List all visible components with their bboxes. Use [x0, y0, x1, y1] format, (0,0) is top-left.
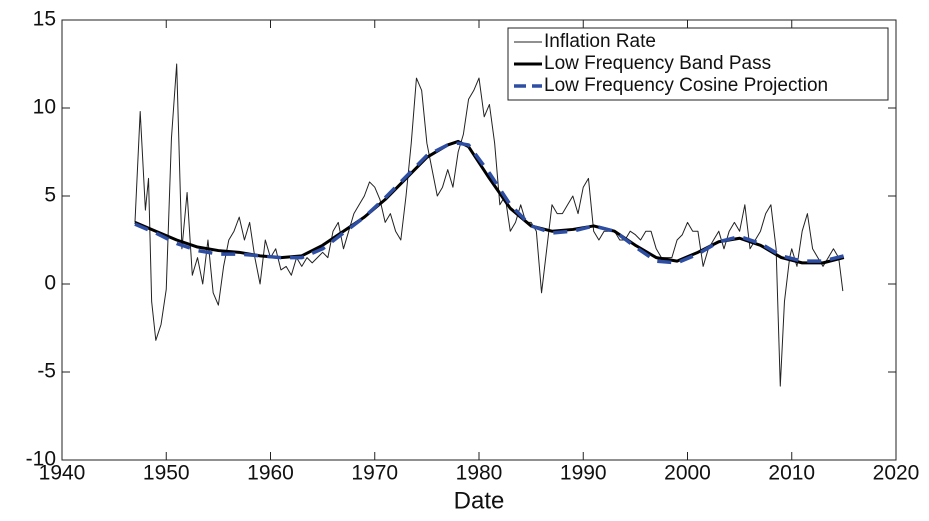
y-tick-label: 15 — [33, 8, 56, 31]
legend-box — [507, 27, 889, 101]
x-tick-label: 2010 — [768, 462, 815, 485]
y-tick-label: -5 — [37, 360, 56, 383]
x-tick-label: 2020 — [873, 462, 920, 485]
y-tick-label: -10 — [26, 448, 56, 471]
plot-frame — [61, 19, 897, 461]
x-tick-label: 1990 — [560, 462, 607, 485]
x-tick-label: 1960 — [247, 462, 294, 485]
x-axis-label: Date — [454, 487, 505, 514]
line-series — [134, 63, 844, 387]
y-tick-label: 5 — [44, 184, 56, 207]
x-tick-label: 1970 — [351, 462, 398, 485]
x-tick-label: 1940 — [39, 462, 86, 485]
x-tick-label: 1980 — [456, 462, 503, 485]
x-tick-label: 2000 — [664, 462, 711, 485]
legend-label: Inflation Rate — [544, 31, 656, 52]
line-series — [134, 141, 845, 265]
y-tick-label: 10 — [33, 96, 56, 119]
legend-label: Low Frequency Band Pass — [544, 53, 771, 74]
x-tick-label: 1950 — [143, 462, 190, 485]
legend-label: Low Frequency Cosine Projection — [544, 75, 828, 96]
y-tick-label: 0 — [44, 272, 56, 295]
